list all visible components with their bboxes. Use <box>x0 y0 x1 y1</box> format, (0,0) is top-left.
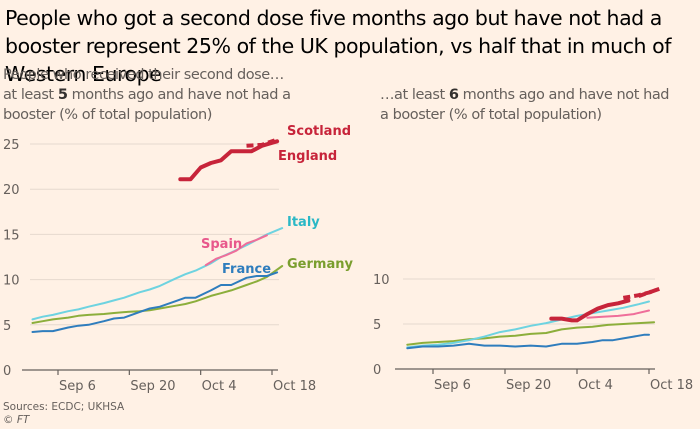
series-line-spain <box>204 234 268 267</box>
x-tick-label: Sep 20 <box>130 379 175 394</box>
series-line-france <box>406 333 650 350</box>
source-note: Sources: ECDC; UKHSA <box>3 401 125 413</box>
y-tick-label: 5 <box>3 319 11 334</box>
left-panel-subtitle: at least 5 months ago and have not had a… <box>3 85 303 125</box>
series-label-spain: Spain <box>201 237 242 252</box>
y-tick-label: 5 <box>373 318 381 333</box>
series-line-germany <box>406 321 656 346</box>
left-panel: 0 5 10 15 20 25 Sep 6 Sep 20 Oct 4 Oct 18 <box>3 137 316 394</box>
series-line-france <box>31 271 279 333</box>
series-line-scotland-2 <box>638 287 660 298</box>
series-line-spain <box>586 309 650 319</box>
left-panel-series-labels: Scotland England Italy Spain France Germ… <box>201 124 353 277</box>
y-tick-label: 15 <box>3 228 20 243</box>
y-tick-label: 10 <box>373 273 390 288</box>
series-label-england: England <box>278 149 337 164</box>
x-tick-label: Oct 4 <box>578 378 613 393</box>
x-tick-label: Sep 6 <box>434 378 471 393</box>
series-line-scotland <box>246 137 278 148</box>
y-tick-label: 0 <box>373 363 381 378</box>
x-tick-label: Oct 18 <box>273 379 316 394</box>
x-tick-label: Sep 20 <box>506 378 551 393</box>
y-tick-label: 10 <box>3 274 20 289</box>
left-subtitle-pre: at least <box>3 87 58 103</box>
chart-intro: People who received their second dose… <box>3 67 284 83</box>
right-subtitle-post: months ago and have not had a booster (%… <box>380 87 670 123</box>
right-panel-subtitle: …at least 6 months ago and have not had … <box>380 85 680 125</box>
series-label-scotland: Scotland <box>287 124 351 139</box>
copyright-note: © FT <box>3 414 30 426</box>
left-subtitle-months: 5 <box>57 87 68 103</box>
y-tick-label: 20 <box>3 183 20 198</box>
x-tick-label: Oct 18 <box>650 378 693 393</box>
right-subtitle-pre: …at least <box>380 87 449 103</box>
series-label-france: France <box>222 262 271 277</box>
x-tick-label: Sep 6 <box>59 379 96 394</box>
x-tick-label: Oct 4 <box>202 379 237 394</box>
right-panel: 0 5 10 Sep 6 Sep 20 Oct 4 Oct 18 <box>373 273 693 393</box>
series-line-italy <box>406 300 650 349</box>
left-subtitle-post: months ago and have not had a booster (%… <box>3 87 291 123</box>
series-label-germany: Germany <box>287 257 353 272</box>
series-line-germany <box>31 265 284 324</box>
y-tick-label: 25 <box>3 138 20 153</box>
series-line-england <box>549 298 631 323</box>
right-subtitle-months: 6 <box>448 87 459 103</box>
chart-title: People who got a second dose five months… <box>5 6 672 86</box>
y-tick-label: 0 <box>3 364 11 379</box>
series-label-italy: Italy <box>287 215 320 230</box>
series-line-england <box>178 139 280 182</box>
